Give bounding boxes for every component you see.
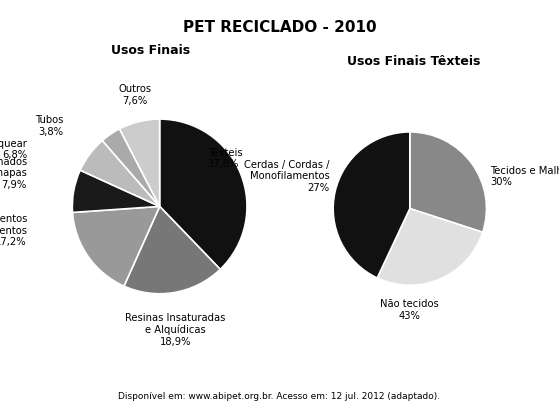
Wedge shape: [73, 207, 160, 286]
Text: Emb. Alimentos
e não alimentos
17,2%: Emb. Alimentos e não alimentos 17,2%: [0, 214, 27, 247]
Wedge shape: [333, 132, 410, 278]
Text: Resinas Insaturadas
e Alquídicas
18,9%: Resinas Insaturadas e Alquídicas 18,9%: [125, 313, 226, 347]
Title: Usos Finais Têxteis: Usos Finais Têxteis: [347, 55, 480, 68]
Wedge shape: [72, 170, 160, 212]
Wedge shape: [160, 119, 247, 269]
Text: Disponível em: www.abipet.org.br. Acesso em: 12 jul. 2012 (adaptado).: Disponível em: www.abipet.org.br. Acesso…: [119, 392, 440, 401]
Text: Cerdas / Cordas /
Monofilamentos
27%: Cerdas / Cordas / Monofilamentos 27%: [244, 160, 329, 193]
Text: Laminados
e chapas
7,9%: Laminados e chapas 7,9%: [0, 157, 27, 190]
Wedge shape: [377, 209, 483, 285]
Wedge shape: [410, 132, 486, 232]
Text: Não tecidos
43%: Não tecidos 43%: [381, 299, 439, 321]
Text: Tubos
3,8%: Tubos 3,8%: [35, 115, 64, 137]
Title: Usos Finais: Usos Finais: [111, 44, 191, 56]
Wedge shape: [120, 119, 160, 207]
Text: PET RECICLADO - 2010: PET RECICLADO - 2010: [183, 20, 376, 36]
Wedge shape: [124, 207, 220, 294]
Text: Fitas de Arquear
6,8%: Fitas de Arquear 6,8%: [0, 139, 27, 160]
Wedge shape: [102, 129, 160, 207]
Text: Tecidos e Malhas
30%: Tecidos e Malhas 30%: [490, 166, 559, 187]
Wedge shape: [80, 141, 160, 207]
Text: Têxteis
37,8%: Têxteis 37,8%: [208, 148, 243, 169]
Text: Outros
7,6%: Outros 7,6%: [119, 84, 152, 106]
